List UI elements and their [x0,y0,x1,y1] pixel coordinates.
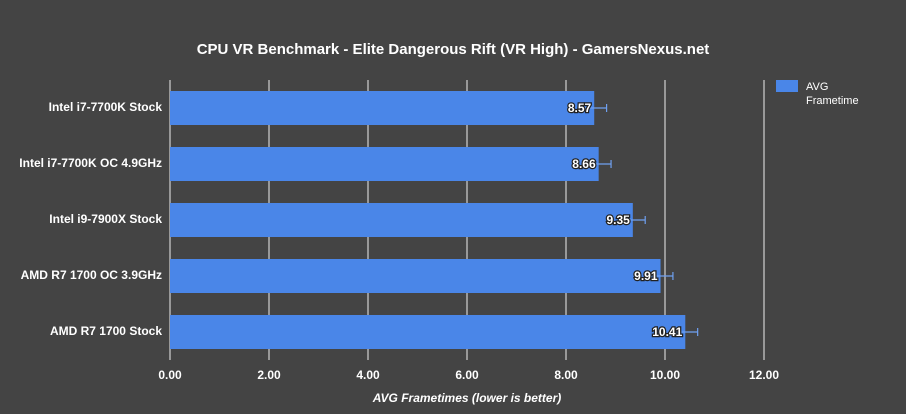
legend-label: AVG Frametime [806,81,859,107]
data-label: 9.91 [634,269,658,283]
y-tick-label: Intel i7-7700K OC 4.9GHz [19,156,162,170]
data-label: 9.35 [606,213,630,227]
x-tick-label: 6.00 [455,368,479,382]
error-bar [585,160,612,168]
x-tick-label: 8.00 [554,368,578,382]
x-axis-label: AVG Frametimes (lower is better) [372,391,562,405]
x-tick-label: 0.00 [158,368,182,382]
y-tick-label: Intel i7-7700K Stock [49,100,163,114]
legend-swatch [776,80,798,92]
x-tick-label: 2.00 [257,368,281,382]
data-label: 10.41 [652,325,682,339]
bar [170,315,686,349]
bar [170,259,661,293]
chart-title: CPU VR Benchmark - Elite Dangerous Rift … [197,41,710,58]
error-bar [647,272,674,280]
y-tick-label: AMD R7 1700 OC 3.9GHz [21,268,162,282]
bar [170,91,595,125]
error-bar [672,328,699,336]
bar [170,203,633,237]
x-tick-label: 4.00 [356,368,380,382]
y-tick-label: AMD R7 1700 Stock [50,324,162,338]
error-bar [581,104,608,112]
bar [170,147,599,181]
data-label: 8.66 [572,157,596,171]
x-tick-label: 10.00 [650,368,680,382]
y-tick-label: Intel i9-7900X Stock [49,212,162,226]
error-bar [619,216,646,224]
data-label: 8.57 [568,101,592,115]
x-tick-label: 12.00 [749,368,779,382]
